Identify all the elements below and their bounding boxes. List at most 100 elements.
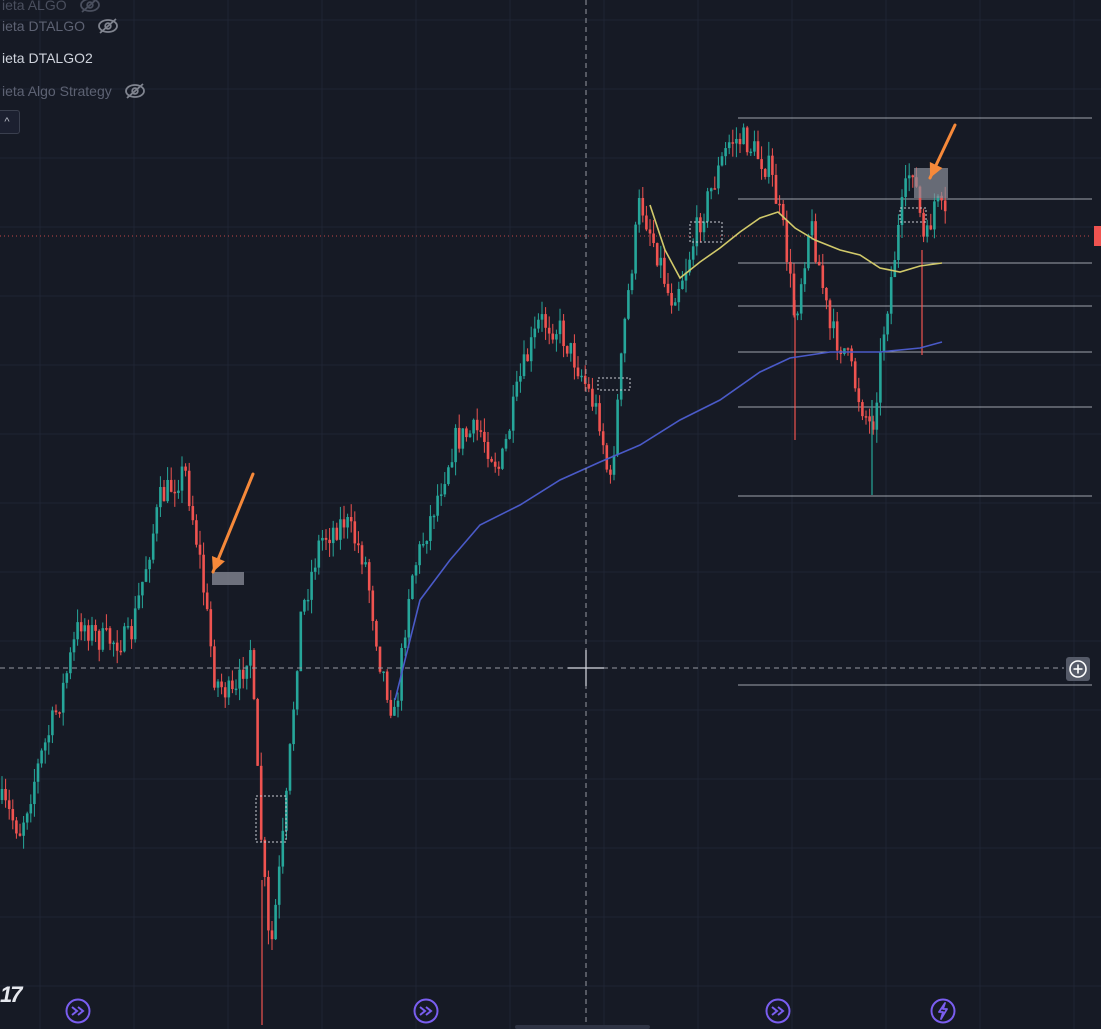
candle-body [54,710,58,713]
candle-body [522,354,526,377]
candle-body [655,243,659,266]
candle-body [115,642,119,651]
candle-body [691,246,695,260]
candle-body [335,527,339,540]
scrollbar[interactable] [515,1025,650,1029]
candle-body [493,461,497,467]
candle-body [33,781,36,805]
candle-body [259,765,263,840]
candle-body [310,571,313,600]
moving-average-fast-line [649,204,943,280]
candle-body [745,127,749,153]
candle-body [69,652,72,674]
candle-body [306,599,310,602]
candle-body [533,328,537,338]
legend-row-dtalgo[interactable]: ieta DTALGO [2,15,119,37]
candle-body [551,333,555,340]
candle-body [792,273,796,316]
candle-body [641,197,645,216]
candle-body [918,186,922,213]
candle-body [407,598,411,638]
replay-icon[interactable] [764,997,792,1025]
candle-body [486,441,490,459]
candle-body [889,277,893,314]
candle-body [328,539,331,544]
candle-body [364,562,367,565]
candle-body [717,165,720,189]
candle-body [645,215,648,230]
eye-off-icon[interactable] [124,82,146,100]
candle-body [15,820,18,834]
eye-off-icon[interactable] [79,0,101,14]
candle-body [468,433,472,438]
candle-body [749,151,753,154]
candle-body [933,201,936,230]
chevron-up-icon: ^ [4,116,10,128]
candle-body [735,138,738,144]
candle-body [227,680,231,698]
candle-body [832,321,835,329]
candle-body [148,559,151,570]
candle-body [911,175,915,178]
candle-body [591,388,594,407]
lightning-icon[interactable] [929,997,957,1025]
candle-body [393,706,396,716]
candle-body [501,448,504,469]
candle-body [616,399,619,456]
candle-body [119,650,123,653]
candle-body [900,196,904,225]
candle-body [177,490,180,493]
candle-body [695,217,699,247]
candle-body [598,403,601,432]
collapse-legend-button[interactable]: ^ [0,110,20,134]
candle-body [497,466,501,469]
candle-body [670,292,673,306]
down-arrow-head [929,162,943,178]
legend-row-algo-strategy[interactable]: ieta Algo Strategy [2,80,146,102]
candle-body [223,687,227,698]
candle-body [198,544,202,555]
candle-body [36,763,40,782]
candle-body [151,533,155,560]
candle-body [562,320,565,347]
annotation-arrows [211,123,957,574]
candle-body [4,789,7,801]
legend-row-dtalgo2[interactable]: ieta DTALGO2 [2,47,93,69]
candle-body [778,203,781,206]
candle-body [288,744,292,791]
legend-label-partial: ieta ALGO [2,0,67,13]
add-plus-button[interactable] [1066,657,1090,681]
candle-body [594,403,598,407]
candle-body [389,699,393,716]
down-arrow-head [212,556,225,572]
replay-icon[interactable] [412,997,440,1025]
candle-body [576,367,580,377]
candle-body [796,313,799,316]
candle-body [637,197,641,225]
candle-body [555,334,558,340]
candle-body [209,609,213,647]
candle-body [785,220,789,262]
candle-body [659,257,663,266]
brand-logo: 17 [0,982,23,1007]
candle-body [371,590,375,622]
candle-body [857,388,861,403]
replay-icon[interactable] [64,997,92,1025]
candle-body [403,637,407,648]
candle-body [508,430,511,439]
candle-body [213,646,216,688]
candle-body [367,562,371,591]
dotted-marker-box [899,207,927,223]
candle-body [731,142,735,144]
candle-body [101,628,105,650]
candle-body [11,809,15,821]
candle-body [270,930,274,940]
dotted-marker-box [689,221,723,243]
candle-body [684,272,688,281]
legend-row-top-partial[interactable]: ieta ALGO [2,0,101,16]
eye-off-icon[interactable] [97,17,119,35]
candle-body [133,608,137,640]
candle-body [738,138,742,145]
